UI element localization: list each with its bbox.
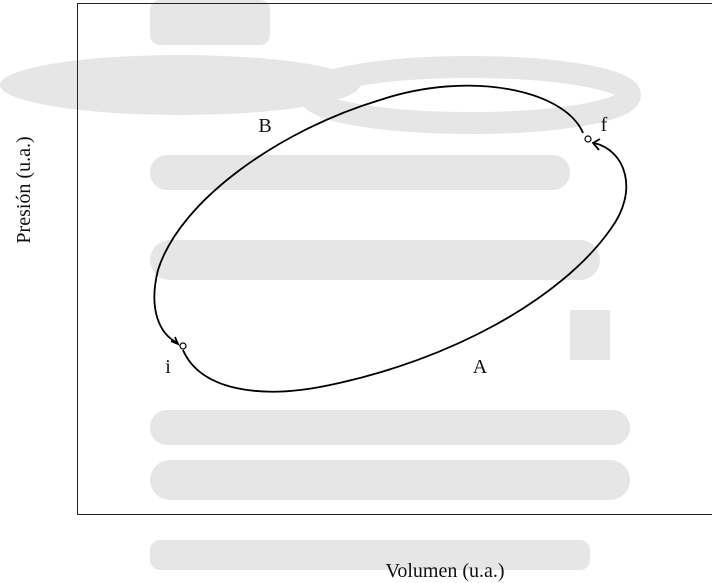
watermark [0,0,641,570]
arrow-f [591,138,601,151]
x-axis-label: Volumen (u.a.) [385,560,504,582]
state-i [179,342,187,350]
label-i: i [165,356,171,378]
arrow-i [170,336,180,346]
y-axis-label: Presión (u.a.) [13,136,35,243]
path-a [182,142,628,393]
label-a: A [473,356,488,378]
path-b [153,84,584,344]
label-f: f [601,114,608,136]
plot-frame [77,3,712,515]
label-b: B [258,115,271,137]
state-f [584,135,592,143]
